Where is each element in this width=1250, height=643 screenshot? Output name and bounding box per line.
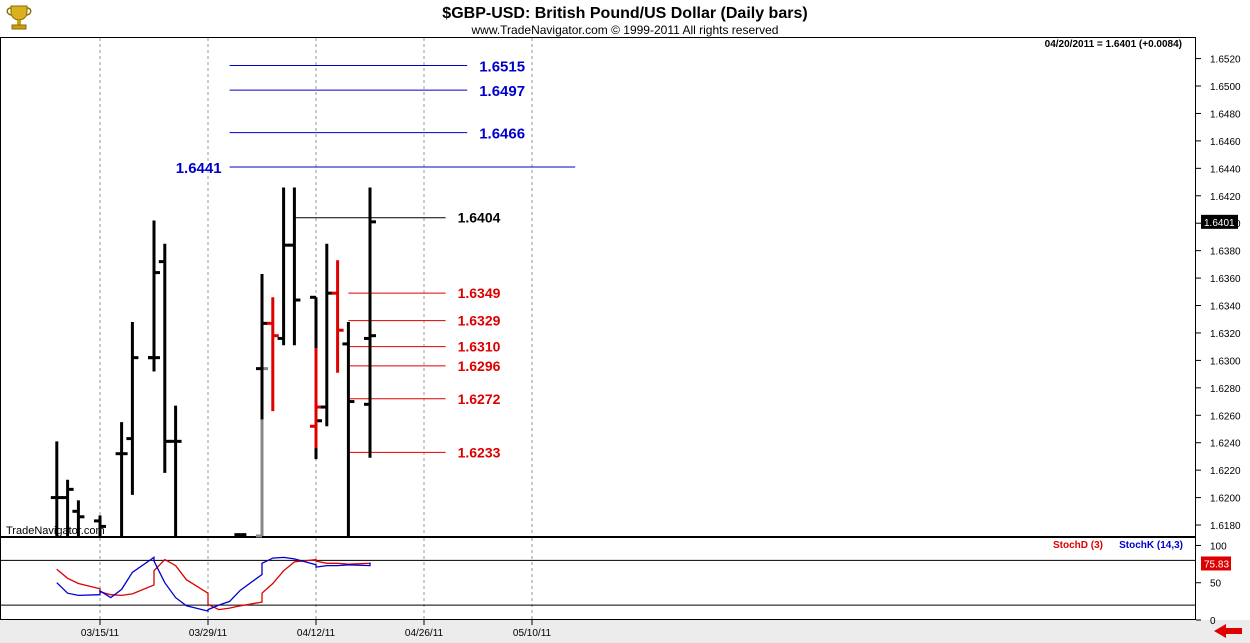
date-tick-label: 05/10/11 xyxy=(513,628,552,639)
price-tick-label: 1.6500 xyxy=(1210,82,1241,93)
level-label: 1.6310 xyxy=(458,339,501,355)
last-price-label: 1.6401 xyxy=(1204,218,1235,229)
price-panel-frame xyxy=(0,37,1196,537)
date-tick-label: 04/26/11 xyxy=(405,628,444,639)
last-price-marker xyxy=(1201,214,1238,229)
price-tick-label: 1.6300 xyxy=(1210,356,1241,367)
level-label: 1.6404 xyxy=(458,210,501,226)
level-lines: 1.6515 1.6497 1.6466 1.6441 1.6404 1.6349 1.63… xyxy=(176,58,576,460)
stochastic-tick-label: 50 xyxy=(1210,579,1222,590)
price-tick-label: 1.6460 xyxy=(1210,137,1241,148)
price-tick-label: 1.6280 xyxy=(1210,384,1241,395)
level-label: 1.6466 xyxy=(479,126,525,143)
legend-stochd: StochD (3) xyxy=(1053,540,1103,551)
level-label: 1.6329 xyxy=(458,313,501,329)
price-tick-label: 1.6320 xyxy=(1210,329,1241,340)
trophy-icon xyxy=(6,5,32,30)
level-label: 1.6272 xyxy=(458,391,501,407)
chart-title: $GBP-USD: British Pound/US Dollar (Daily… xyxy=(442,5,807,22)
level-label: 1.6497 xyxy=(479,83,525,100)
date-axis: 03/15/11 03/29/11 04/12/11 04/26/11 05/10/11 xyxy=(81,620,552,639)
level-label: 1.6233 xyxy=(458,444,501,460)
price-tick-label: 1.6200 xyxy=(1210,494,1241,505)
price-tick-label: 1.6520 xyxy=(1210,55,1241,66)
date-tick-label: 04/12/11 xyxy=(297,628,336,639)
date-tick-label: 03/15/11 xyxy=(81,628,120,639)
indicator-panel-frame xyxy=(0,537,1196,620)
ohlc-bars xyxy=(50,187,376,538)
price-tick-label: 1.6440 xyxy=(1210,164,1241,175)
date-tick-label: 03/29/11 xyxy=(189,628,228,639)
price-tick-label: 1.6180 xyxy=(1210,521,1241,532)
price-tick-label: 1.6480 xyxy=(1210,109,1241,120)
price-tick-label: 1.6380 xyxy=(1210,247,1241,258)
stochastic-lines xyxy=(56,556,371,612)
level-label: 1.6296 xyxy=(458,358,501,374)
level-label: 1.6441 xyxy=(176,160,222,177)
price-tick-label: 1.6260 xyxy=(1210,411,1241,422)
stochastic-tick-label: 0 xyxy=(1210,616,1216,627)
stochastic-tick-label: 100 xyxy=(1210,541,1227,552)
price-tick-label: 1.6420 xyxy=(1210,192,1241,203)
level-label: 1.6515 xyxy=(479,58,525,75)
last-stoch-marker xyxy=(1201,556,1231,571)
stochastic-axis: 100 50 0 75.83 xyxy=(1196,541,1231,627)
chart-subtitle: www.TradeNavigator.com © 1999-2011 All r… xyxy=(471,23,779,37)
scroll-left-arrow-icon[interactable] xyxy=(1214,624,1242,638)
legend-stochk: StochK (14,3) xyxy=(1119,540,1183,551)
right-axis-area xyxy=(1196,37,1250,620)
price-axis: 1.6520 1.6500 1.6480 1.6460 1.6440 1.6420 1.64… xyxy=(1196,55,1241,532)
grid-lines xyxy=(0,38,1196,620)
bottom-axis-area xyxy=(0,620,1250,643)
price-tick-label: 1.6240 xyxy=(1210,439,1241,450)
price-tick-label: 1.6360 xyxy=(1210,274,1241,285)
stochastic-series-line xyxy=(56,556,371,612)
price-tick-label: 1.6340 xyxy=(1210,302,1241,313)
quote-readout: 04/20/2011 = 1.6401 (+0.0084) xyxy=(1045,39,1182,50)
level-label: 1.6349 xyxy=(458,285,501,301)
last-stoch-label: 75.83 xyxy=(1204,559,1229,570)
price-tick-label: 1.6220 xyxy=(1210,466,1241,477)
